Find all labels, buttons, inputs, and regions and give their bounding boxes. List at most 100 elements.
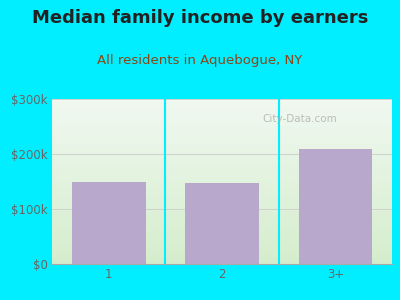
- Bar: [52, 126, 392, 127]
- Bar: [52, 245, 392, 246]
- Bar: [52, 261, 392, 262]
- Bar: [52, 207, 392, 208]
- Bar: [52, 131, 392, 132]
- Bar: [52, 183, 392, 184]
- Bar: [52, 202, 392, 203]
- Bar: [72, 182, 146, 264]
- Bar: [52, 176, 392, 177]
- Bar: [52, 195, 392, 196]
- Bar: [52, 259, 392, 260]
- Bar: [52, 147, 392, 148]
- Bar: [52, 229, 392, 230]
- Bar: [52, 247, 392, 248]
- Bar: [52, 220, 392, 221]
- Bar: [52, 156, 392, 157]
- Bar: [52, 118, 392, 119]
- Bar: [52, 117, 392, 118]
- Bar: [52, 200, 392, 201]
- Bar: [52, 230, 392, 231]
- Bar: [52, 251, 392, 252]
- Bar: [52, 257, 392, 258]
- Bar: [52, 216, 392, 217]
- Bar: [52, 136, 392, 137]
- Bar: [52, 133, 392, 134]
- Bar: [52, 113, 392, 114]
- Bar: [52, 203, 392, 204]
- Bar: [52, 151, 392, 152]
- Text: City-Data.com: City-Data.com: [263, 114, 338, 124]
- Bar: [52, 162, 392, 163]
- Bar: [52, 173, 392, 174]
- Bar: [52, 215, 392, 216]
- Bar: [52, 237, 392, 238]
- Bar: [52, 140, 392, 141]
- Bar: [52, 211, 392, 212]
- Bar: [52, 153, 392, 154]
- Bar: [52, 108, 392, 109]
- Bar: [52, 191, 392, 192]
- Bar: [52, 139, 392, 140]
- Bar: [52, 242, 392, 243]
- Bar: [52, 241, 392, 242]
- Bar: [52, 159, 392, 160]
- Bar: [52, 101, 392, 102]
- Bar: [52, 262, 392, 263]
- Bar: [52, 190, 392, 191]
- Bar: [52, 112, 392, 113]
- Bar: [52, 158, 392, 159]
- Bar: [52, 181, 392, 182]
- Bar: [52, 187, 392, 188]
- Bar: [52, 189, 392, 190]
- Bar: [52, 193, 392, 194]
- Bar: [52, 184, 392, 185]
- Bar: [52, 221, 392, 222]
- Bar: [52, 214, 392, 215]
- Bar: [52, 223, 392, 224]
- Bar: [52, 169, 392, 170]
- Bar: [52, 197, 392, 198]
- Bar: [52, 144, 392, 145]
- Bar: [52, 208, 392, 209]
- Bar: [52, 260, 392, 261]
- Bar: [52, 143, 392, 144]
- Bar: [298, 148, 372, 264]
- Bar: [52, 217, 392, 218]
- Bar: [52, 170, 392, 171]
- Bar: [52, 227, 392, 228]
- Bar: [52, 135, 392, 136]
- Bar: [52, 185, 392, 186]
- Bar: [52, 179, 392, 180]
- Bar: [52, 155, 392, 156]
- Bar: [52, 194, 392, 195]
- Bar: [52, 109, 392, 110]
- Bar: [52, 243, 392, 244]
- Bar: [52, 142, 392, 143]
- Bar: [52, 206, 392, 207]
- Bar: [52, 154, 392, 155]
- Bar: [52, 177, 392, 178]
- Bar: [52, 263, 392, 264]
- Bar: [52, 107, 392, 108]
- Bar: [52, 168, 392, 169]
- Bar: [52, 127, 392, 128]
- Bar: [52, 253, 392, 254]
- Bar: [52, 167, 392, 168]
- Bar: [52, 236, 392, 237]
- Bar: [52, 178, 392, 179]
- Bar: [52, 149, 392, 150]
- Bar: [52, 116, 392, 117]
- Bar: [52, 249, 392, 250]
- Bar: [52, 106, 392, 107]
- Bar: [52, 238, 392, 239]
- Bar: [52, 238, 392, 239]
- Bar: [52, 132, 392, 133]
- Bar: [52, 164, 392, 165]
- Bar: [52, 130, 392, 131]
- Bar: [52, 115, 392, 116]
- Bar: [52, 233, 392, 234]
- Bar: [52, 111, 392, 112]
- Bar: [52, 174, 392, 175]
- Bar: [52, 121, 392, 122]
- Bar: [52, 123, 392, 124]
- Text: Median family income by earners: Median family income by earners: [32, 9, 368, 27]
